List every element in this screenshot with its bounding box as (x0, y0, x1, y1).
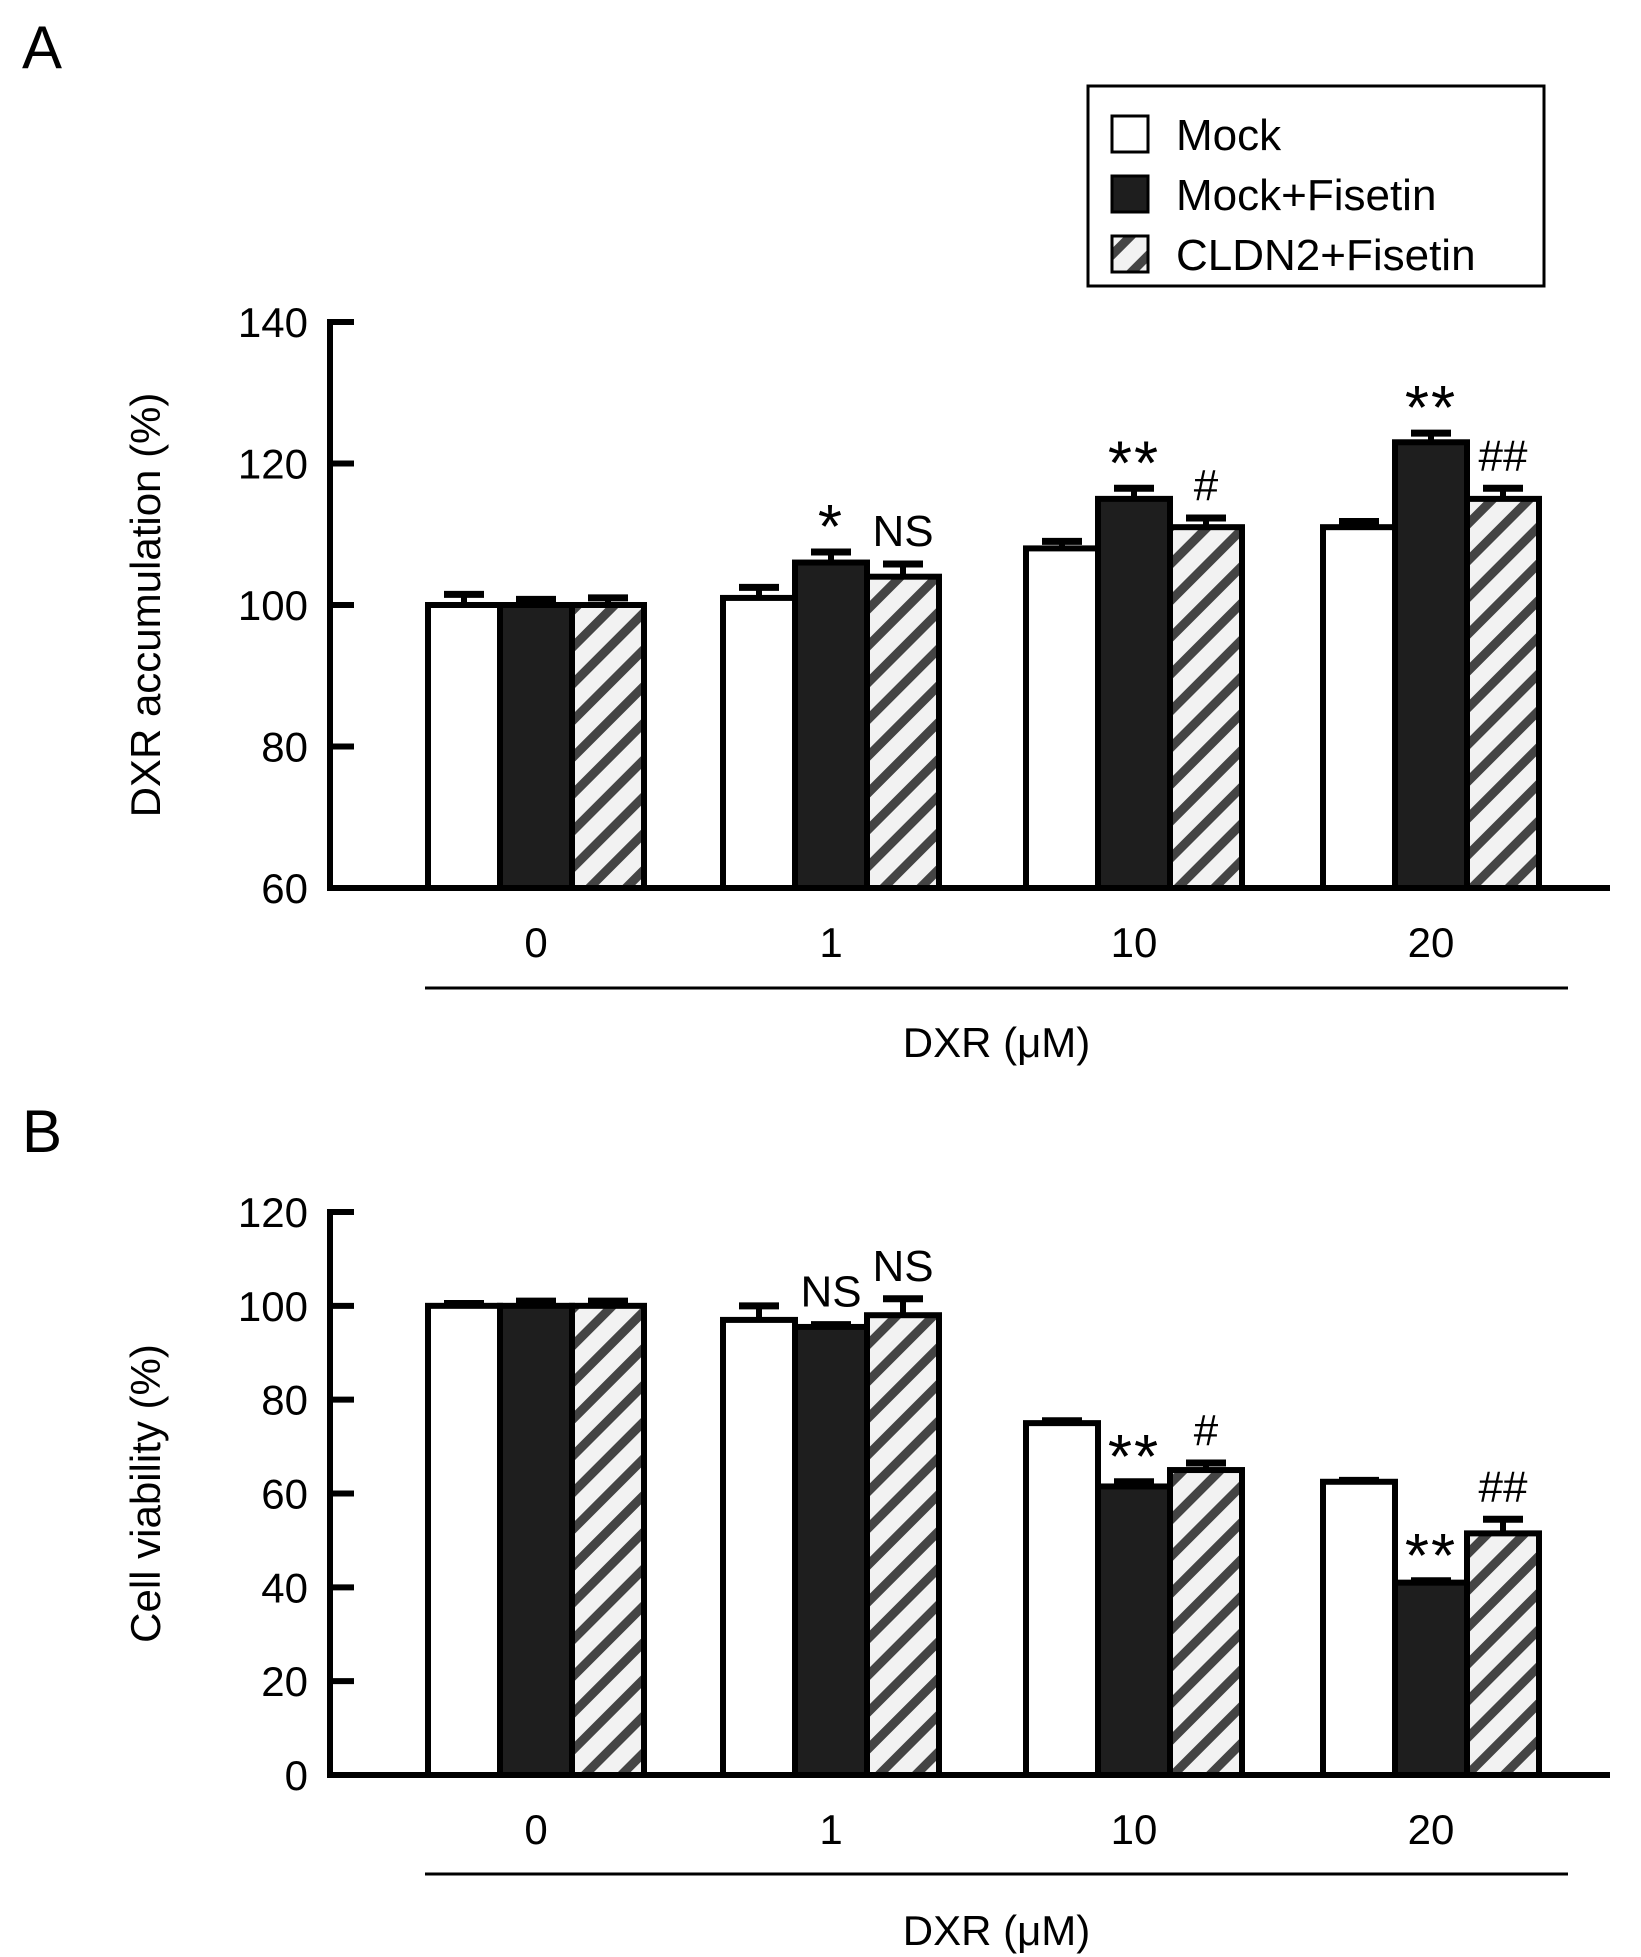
significance-label: ** (1108, 429, 1160, 498)
panel-label: A (22, 14, 62, 81)
legend-frame (1086, 84, 1546, 288)
x-tick-label: 20 (1408, 1806, 1455, 1853)
panel-label: B (22, 1098, 62, 1165)
bar (425, 602, 503, 891)
y-tick-label: 100 (238, 582, 308, 629)
bar (1392, 439, 1470, 891)
bar (1392, 1579, 1470, 1779)
x-tick-label: 1 (819, 1806, 842, 1853)
x-tick-label: 20 (1408, 919, 1455, 966)
y-tick-label: 140 (238, 299, 308, 346)
y-tick-label: 60 (261, 1471, 308, 1518)
y-tick-label: 120 (238, 1189, 308, 1236)
significance-label: # (1194, 1406, 1219, 1455)
legend-swatch (1110, 174, 1150, 214)
significance-label: NS (872, 1242, 933, 1291)
legend-swatch (1110, 234, 1150, 274)
bar (569, 602, 647, 891)
significance-label: ** (1405, 1522, 1457, 1591)
y-tick-label: 60 (261, 865, 308, 912)
x-tick-label: 0 (524, 919, 547, 966)
bar (497, 602, 575, 891)
chart-panel-A: A 60 80 100 120 140 0 1 10 20 DXR (μM) DXR accumula… (22, 14, 1610, 1066)
bar (1320, 524, 1398, 891)
bar (792, 559, 870, 891)
legend: Mock Mock+Fisetin CLDN2+Fisetin (1086, 84, 1546, 288)
y-tick-label: 20 (261, 1658, 308, 1705)
legend-label: Mock (1176, 111, 1282, 160)
significance-label: * (818, 493, 844, 562)
x-tick-label: 10 (1111, 1806, 1158, 1853)
significance-label: ## (1479, 431, 1528, 480)
bar (1320, 1478, 1398, 1779)
bar (1023, 545, 1101, 892)
y-tick-label: 80 (261, 1377, 308, 1424)
significance-label: NS (872, 507, 933, 556)
x-tick-label: 0 (524, 1806, 547, 1853)
x-tick-label: 1 (819, 919, 842, 966)
significance-label: ** (1108, 1423, 1160, 1492)
legend-swatch (1110, 114, 1150, 154)
significance-label: ## (1479, 1462, 1528, 1511)
significance-label: NS (800, 1268, 861, 1317)
y-tick-label: 80 (261, 724, 308, 771)
significance-label: # (1194, 461, 1219, 510)
bar (864, 1312, 942, 1778)
legend-label: CLDN2+Fisetin (1176, 231, 1476, 280)
chart-panel-B: B 0 20 40 60 80 100 120 0 1 10 20 DXR (μM) Cell viabi… (22, 1098, 1610, 1954)
bar (720, 594, 798, 891)
bar (792, 1323, 870, 1778)
bar (569, 1302, 647, 1779)
y-tick-label: 120 (238, 441, 308, 488)
bar (1095, 495, 1173, 891)
bar (864, 573, 942, 891)
significance-label: ** (1405, 374, 1457, 443)
bar (1167, 524, 1245, 891)
x-axis-title: DXR (μM) (903, 1019, 1091, 1066)
bar (1095, 1483, 1173, 1779)
bar (1464, 495, 1542, 891)
bar (1023, 1420, 1101, 1778)
bar (1464, 1530, 1542, 1778)
y-tick-label: 40 (261, 1564, 308, 1611)
bar (1167, 1467, 1245, 1778)
legend-label: Mock+Fisetin (1176, 171, 1436, 220)
bar (425, 1302, 503, 1779)
bar (497, 1302, 575, 1779)
y-tick-label: 0 (285, 1752, 308, 1799)
bar (720, 1316, 798, 1778)
x-axis-title: DXR (μM) (903, 1907, 1091, 1954)
y-tick-label: 100 (238, 1283, 308, 1330)
y-axis-title: Cell viability (%) (122, 1344, 169, 1643)
y-axis-title: DXR accumulation (%) (122, 393, 169, 818)
x-tick-label: 10 (1111, 919, 1158, 966)
